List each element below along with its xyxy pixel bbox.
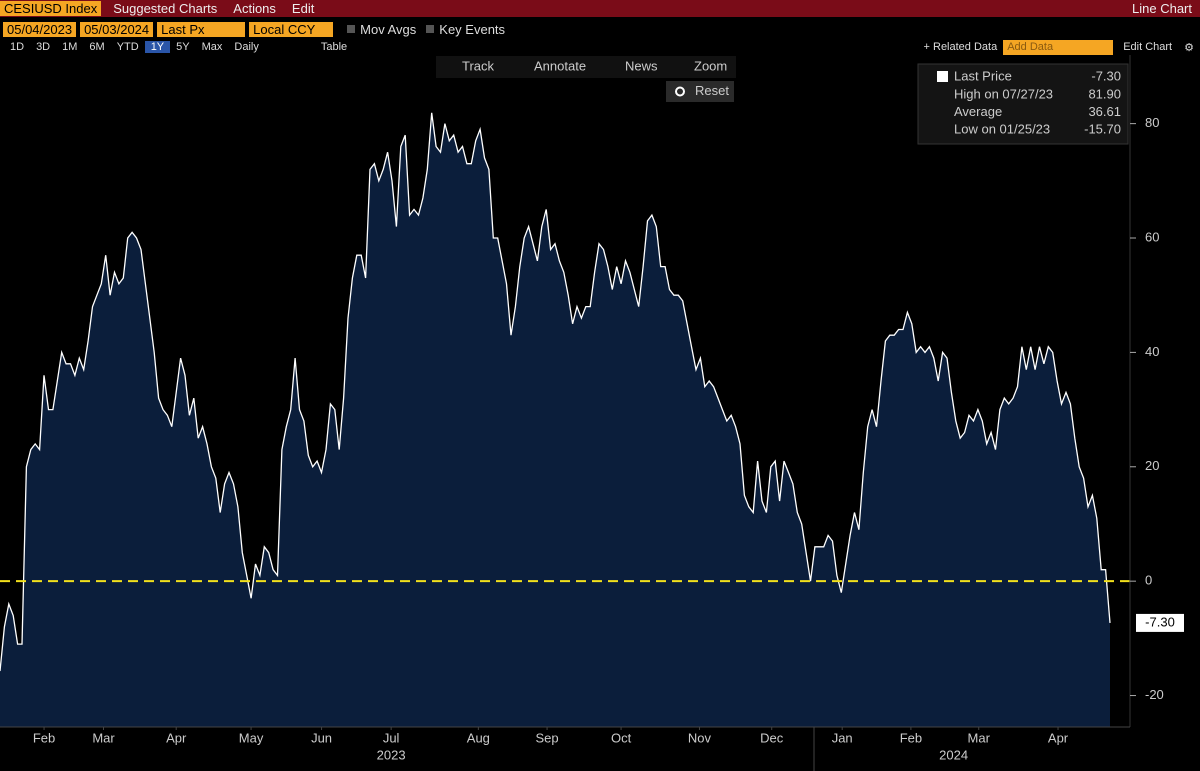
period[interactable]: 1D xyxy=(10,41,25,53)
stat-value: -15.70 xyxy=(1084,121,1121,136)
x-tick-label: Jul xyxy=(383,730,400,745)
area xyxy=(0,112,1110,728)
period-bar: 1D 3D 1M 6M YTD 1Y 5Y Max Daily Table + Related… xyxy=(0,39,1200,55)
tool[interactable]: Zoom xyxy=(694,58,727,73)
y-tick-label: 80 xyxy=(1145,115,1159,130)
menu[interactable]: Edit xyxy=(291,1,315,16)
last-value-label: -7.30 xyxy=(1145,614,1175,629)
period[interactable]: 6M xyxy=(89,41,105,53)
frequency[interactable]: Daily xyxy=(234,41,259,53)
legend-swatch xyxy=(937,71,948,82)
period[interactable]: 3D xyxy=(36,41,51,53)
stat-value: 81.90 xyxy=(1088,86,1121,101)
toggle[interactable]: Mov Avgs xyxy=(360,21,417,37)
legend: Last Price -7.30 High on 07/27/23 81.90 Aver… xyxy=(917,63,1129,145)
period[interactable]: 5Y xyxy=(176,41,190,53)
x-tick-label: Dec xyxy=(760,730,784,745)
view-name: Line Chart xyxy=(1132,1,1192,16)
y-tick-label: 0 xyxy=(1145,573,1152,588)
currency[interactable]: Local CCY xyxy=(249,21,334,37)
year-label: 2024 xyxy=(939,747,968,762)
x-tick-label: Mar xyxy=(968,730,991,745)
related-data[interactable]: + Related Data xyxy=(923,41,998,53)
x-tick-label: Jun xyxy=(311,730,332,745)
x-tick-label: Nov xyxy=(688,730,712,745)
start-date[interactable]: 05/04/2023 xyxy=(3,21,77,37)
year-label: 2023 xyxy=(377,747,406,762)
tool[interactable]: News xyxy=(625,58,658,73)
x-tick-label: Apr xyxy=(166,730,187,745)
table[interactable]: Table xyxy=(320,41,348,53)
add-data[interactable]: Add Data xyxy=(1003,39,1114,55)
reset[interactable]: Reset xyxy=(695,83,729,98)
legend-box xyxy=(917,63,1129,145)
x-tick-label: Feb xyxy=(33,730,55,745)
x-tick-label: Oct xyxy=(611,730,632,745)
legend-value: -7.30 xyxy=(1091,68,1121,83)
end-date[interactable]: 05/03/2024 xyxy=(80,21,154,37)
x-tick-label: Jan xyxy=(832,730,853,745)
y-tick-label: 20 xyxy=(1145,458,1159,473)
chart-toolbar: Track Annotate News Zoom Reset xyxy=(436,56,736,102)
x-tick-label: Feb xyxy=(900,730,922,745)
tool[interactable]: Annotate xyxy=(534,58,586,73)
menu[interactable]: Actions xyxy=(233,1,276,16)
line xyxy=(0,112,1111,672)
security[interactable]: CESIUSD Index xyxy=(0,1,102,16)
period[interactable]: 1M xyxy=(62,41,78,53)
tool[interactable]: Track xyxy=(462,58,495,73)
x-tick-label: Aug xyxy=(467,730,490,745)
edit-chart[interactable]: Edit Chart xyxy=(1123,41,1173,53)
last-value-tag xyxy=(1136,613,1184,632)
y-tick-label: -20 xyxy=(1145,687,1164,702)
stat-label: Average xyxy=(954,104,1002,119)
stat-label: High on 07/27/23 xyxy=(954,86,1053,101)
menu[interactable]: Suggested Charts xyxy=(113,1,218,16)
y-tick-label: 40 xyxy=(1145,344,1159,359)
title-bar: CESIUSD Index Suggested Charts Actions E… xyxy=(0,0,1200,17)
stat-value: 36.61 xyxy=(1088,104,1121,119)
field[interactable]: Last Px xyxy=(157,21,246,37)
x-tick-label: Apr xyxy=(1048,730,1069,745)
x-tick-label: Mar xyxy=(92,730,115,745)
x-tick-label: May xyxy=(239,730,264,745)
toggle[interactable]: Key Events xyxy=(439,21,506,37)
stat-label: Low on 01/25/23 xyxy=(954,121,1050,136)
period[interactable]: 1Y xyxy=(144,41,171,53)
x-tick-label: Sep xyxy=(536,730,559,745)
period[interactable]: YTD xyxy=(116,41,139,53)
y-tick-label: 60 xyxy=(1145,229,1159,244)
period[interactable]: Max xyxy=(201,41,223,53)
legend-entry: Last Price xyxy=(954,68,1012,83)
settings-bar: 05/04/2023 05/03/2024 Last Px Local CCY … xyxy=(0,20,1200,38)
